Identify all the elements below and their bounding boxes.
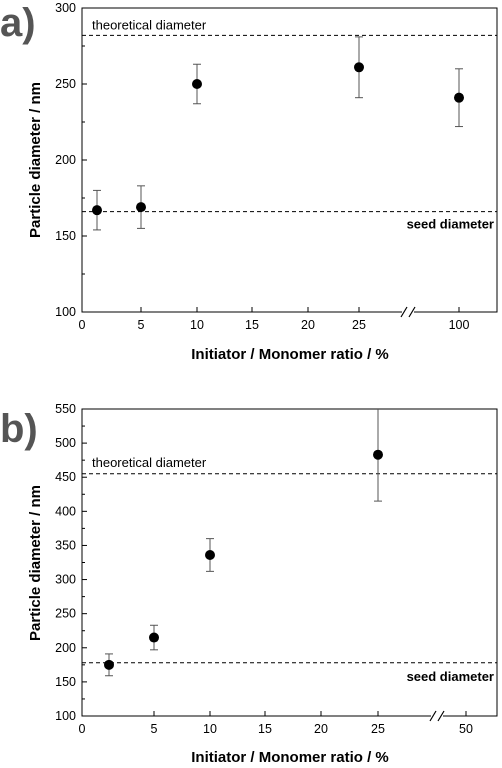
x-tick-label: 0 bbox=[79, 722, 86, 736]
y-tick-label: 200 bbox=[55, 641, 76, 655]
y-axis-title: Particle diameter / nm bbox=[27, 82, 44, 238]
y-tick-label: 300 bbox=[55, 1, 76, 15]
panel-label-1: a) bbox=[0, 1, 36, 45]
y-tick-label: 150 bbox=[55, 675, 76, 689]
y-tick-label: 500 bbox=[55, 436, 76, 450]
y-tick-label: 150 bbox=[55, 229, 76, 243]
plot-frame bbox=[81, 7, 498, 313]
axis-break-gap bbox=[402, 306, 414, 318]
x-tick-label: 0 bbox=[79, 318, 86, 332]
y-tick-label: 350 bbox=[55, 538, 76, 552]
axis-break-mark bbox=[429, 710, 437, 722]
axis-break-gap bbox=[431, 710, 443, 722]
y-axis-title: Particle diameter / nm bbox=[27, 485, 44, 641]
y-tick-label: 250 bbox=[55, 77, 76, 91]
y-tick-label: 100 bbox=[55, 305, 76, 319]
x-tick-label: 50 bbox=[459, 722, 473, 736]
reference-line-label: theoretical diameter bbox=[92, 455, 207, 470]
data-point bbox=[454, 92, 464, 103]
x-tick-label: 100 bbox=[449, 318, 470, 332]
x-axis-title: Initiator / Monomer ratio / % bbox=[191, 346, 389, 363]
y-tick-label: 450 bbox=[55, 470, 76, 484]
x-tick-label: 15 bbox=[245, 318, 259, 332]
x-tick-label: 25 bbox=[371, 722, 385, 736]
data-point bbox=[205, 549, 215, 560]
x-tick-label: 25 bbox=[352, 318, 366, 332]
x-axis-title: Initiator / Monomer ratio / % bbox=[191, 749, 389, 766]
y-tick-label: 550 bbox=[55, 402, 76, 416]
y-tick-label: 100 bbox=[55, 709, 76, 723]
data-point bbox=[136, 202, 146, 213]
x-tick-label: 10 bbox=[203, 722, 217, 736]
x-tick-label: 20 bbox=[301, 318, 315, 332]
data-point bbox=[104, 659, 114, 670]
x-tick-label: 5 bbox=[151, 722, 158, 736]
x-tick-label: 10 bbox=[190, 318, 204, 332]
data-point bbox=[92, 205, 102, 216]
y-tick-label: 200 bbox=[55, 153, 76, 167]
y-tick-label: 400 bbox=[55, 504, 76, 518]
reference-line-label: seed diameter bbox=[407, 669, 494, 684]
axis-break-mark bbox=[400, 306, 408, 318]
x-tick-label: 15 bbox=[258, 722, 272, 736]
panel-label-2: b) bbox=[0, 407, 38, 451]
axis-break-mark bbox=[437, 710, 445, 722]
data-point bbox=[192, 79, 202, 89]
data-point bbox=[373, 449, 383, 460]
y-tick-label: 300 bbox=[55, 573, 76, 587]
y-tick-label: 250 bbox=[55, 607, 76, 621]
x-tick-label: 20 bbox=[314, 722, 328, 736]
axis-break-mark bbox=[408, 306, 416, 318]
data-point bbox=[354, 62, 364, 73]
reference-line-label: theoretical diameter bbox=[92, 17, 207, 32]
data-point bbox=[149, 632, 159, 643]
reference-line-label: seed diameter bbox=[407, 217, 494, 232]
x-tick-label: 5 bbox=[138, 318, 145, 332]
